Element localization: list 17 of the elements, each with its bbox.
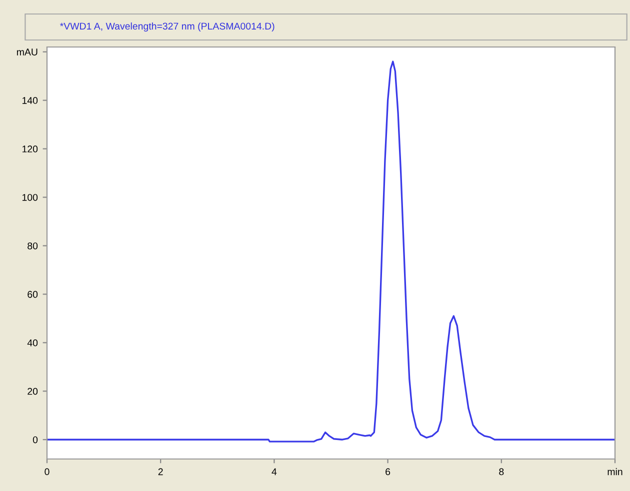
x-tick-label: 2 [158, 468, 163, 476]
x-tick-label: min [608, 468, 622, 476]
y-tick-label: 0 [32, 436, 38, 444]
line-series [47, 60, 615, 442]
x-tick-label: 8 [499, 468, 504, 476]
y-tick-label: 100 [22, 194, 38, 201]
y-tick-label: 80 [28, 242, 38, 250]
x-tick-label: 4 [272, 468, 277, 476]
y-tick-label: 140 [22, 97, 38, 104]
y-tick-label: 120 [22, 146, 38, 152]
chart-title: *VWD1 A, Wavelength=327 nm (PLASMA0014.D) [60, 22, 274, 32]
y-tick-label: 60 [28, 290, 38, 298]
y-tick-label: 20 [28, 388, 38, 395]
y-tick-label: 40 [27, 339, 38, 346]
x-tick-label: 0 [44, 468, 50, 476]
x-tick-label: 6 [386, 468, 390, 476]
y-tick-label: mAU [17, 48, 38, 56]
